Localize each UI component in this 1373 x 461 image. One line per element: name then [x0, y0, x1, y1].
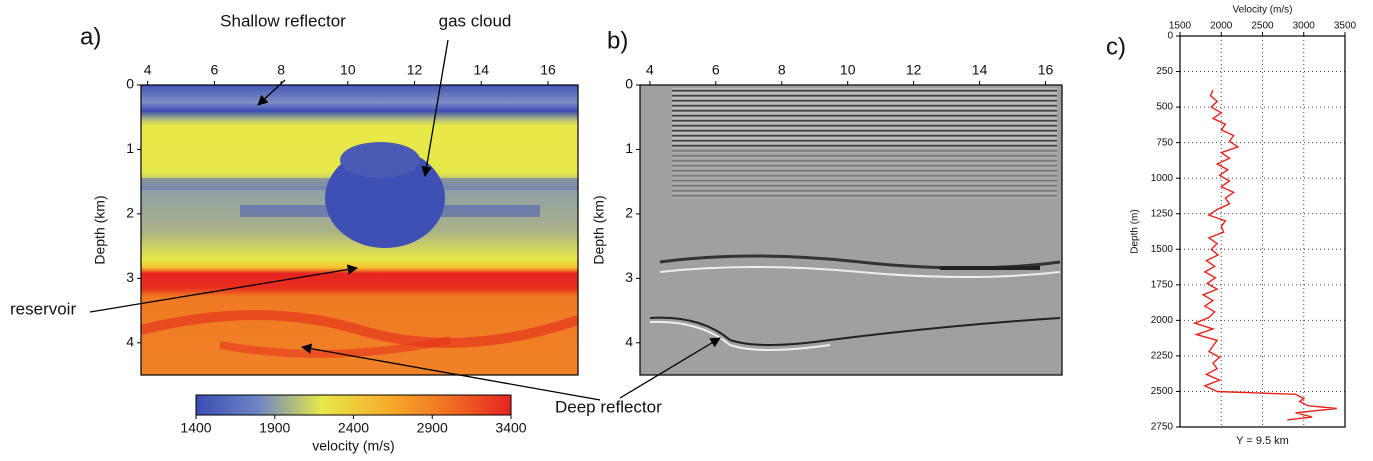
- panel-label: b): [607, 27, 628, 54]
- caption: Y = 9.5 km: [1236, 435, 1289, 447]
- colorbar-tick-label: 2900: [417, 420, 448, 436]
- colorbar-tick-label: 1900: [259, 420, 290, 436]
- x-tick-label: 1500: [1169, 21, 1192, 32]
- y-tick-label: 1750: [1151, 279, 1174, 290]
- colorbar: [195, 394, 512, 416]
- y-tick-label: 500: [1156, 102, 1173, 113]
- y-tick-label: 2250: [1151, 351, 1174, 362]
- x-tick-label: 4: [646, 62, 654, 78]
- x-tick-label: 3000: [1293, 21, 1316, 32]
- annotation: Deep reflector: [555, 397, 662, 416]
- x-tick-label: 12: [407, 62, 423, 78]
- x-tick-label: 14: [473, 62, 489, 78]
- y-tick-label: 4: [625, 333, 633, 349]
- x-tick-label: 3500: [1334, 21, 1357, 32]
- y-tick-label: 1250: [1151, 208, 1174, 219]
- y-axis-label: Depth (km): [591, 195, 607, 264]
- arrows: [89, 39, 721, 401]
- colorbar-label: velocity (m/s): [312, 438, 394, 454]
- y-tick-label: 3: [126, 269, 134, 285]
- x-tick-label: 14: [972, 62, 988, 78]
- x-tick-label: 2000: [1210, 21, 1233, 32]
- x-axis-label: Velocity (m/s): [1232, 5, 1292, 16]
- y-tick-label: 1500: [1151, 244, 1174, 255]
- annotation: gas cloud: [439, 11, 512, 30]
- x-tick-label: 6: [210, 62, 218, 78]
- velocity-line: [1192, 89, 1337, 421]
- y-tick-label: 4: [126, 333, 134, 349]
- y-tick-label: 2750: [1151, 422, 1174, 433]
- y-tick-label: 0: [1167, 31, 1173, 42]
- seismic-image: [640, 85, 1062, 375]
- panel-label: c): [1106, 33, 1126, 60]
- x-tick-label: 10: [340, 62, 356, 78]
- x-tick-label: 6: [712, 62, 720, 78]
- x-tick-label: 16: [1038, 62, 1054, 78]
- colorbar-tick-label: 1400: [180, 420, 211, 436]
- y-tick-label: 2: [625, 205, 633, 221]
- x-tick-label: 8: [277, 62, 285, 78]
- y-tick-label: 750: [1156, 137, 1173, 148]
- x-tick-label: 2500: [1251, 21, 1274, 32]
- colorbar-tick-label: 2400: [338, 420, 369, 436]
- plot-frame: [1179, 35, 1346, 428]
- x-tick-label: 10: [840, 62, 856, 78]
- x-tick-label: 8: [778, 62, 786, 78]
- panel-label: a): [80, 23, 101, 50]
- velocity-model-image: [141, 85, 578, 375]
- x-tick-label: 16: [540, 62, 556, 78]
- annotation: Shallow reflector: [220, 11, 346, 30]
- annotation: reservoir: [10, 299, 76, 318]
- y-tick-label: 250: [1156, 66, 1173, 77]
- plot-frame: [639, 84, 1063, 376]
- colorbar-tick-label: 3400: [495, 420, 526, 436]
- x-tick-label: 12: [906, 62, 922, 78]
- y-tick-label: 1: [126, 140, 134, 156]
- y-tick-label: 0: [625, 76, 633, 92]
- y-axis-label: Depth (m): [1130, 209, 1141, 253]
- plot-frame: [140, 84, 579, 376]
- y-axis-label: Depth (km): [92, 195, 108, 264]
- y-tick-label: 0: [126, 76, 134, 92]
- y-tick-label: 2000: [1151, 315, 1174, 326]
- y-tick-label: 2: [126, 205, 134, 221]
- y-tick-label: 1000: [1151, 173, 1174, 184]
- y-tick-label: 3: [625, 269, 633, 285]
- y-tick-label: 1: [625, 140, 633, 156]
- y-tick-label: 2500: [1151, 386, 1174, 397]
- x-tick-label: 4: [144, 62, 152, 78]
